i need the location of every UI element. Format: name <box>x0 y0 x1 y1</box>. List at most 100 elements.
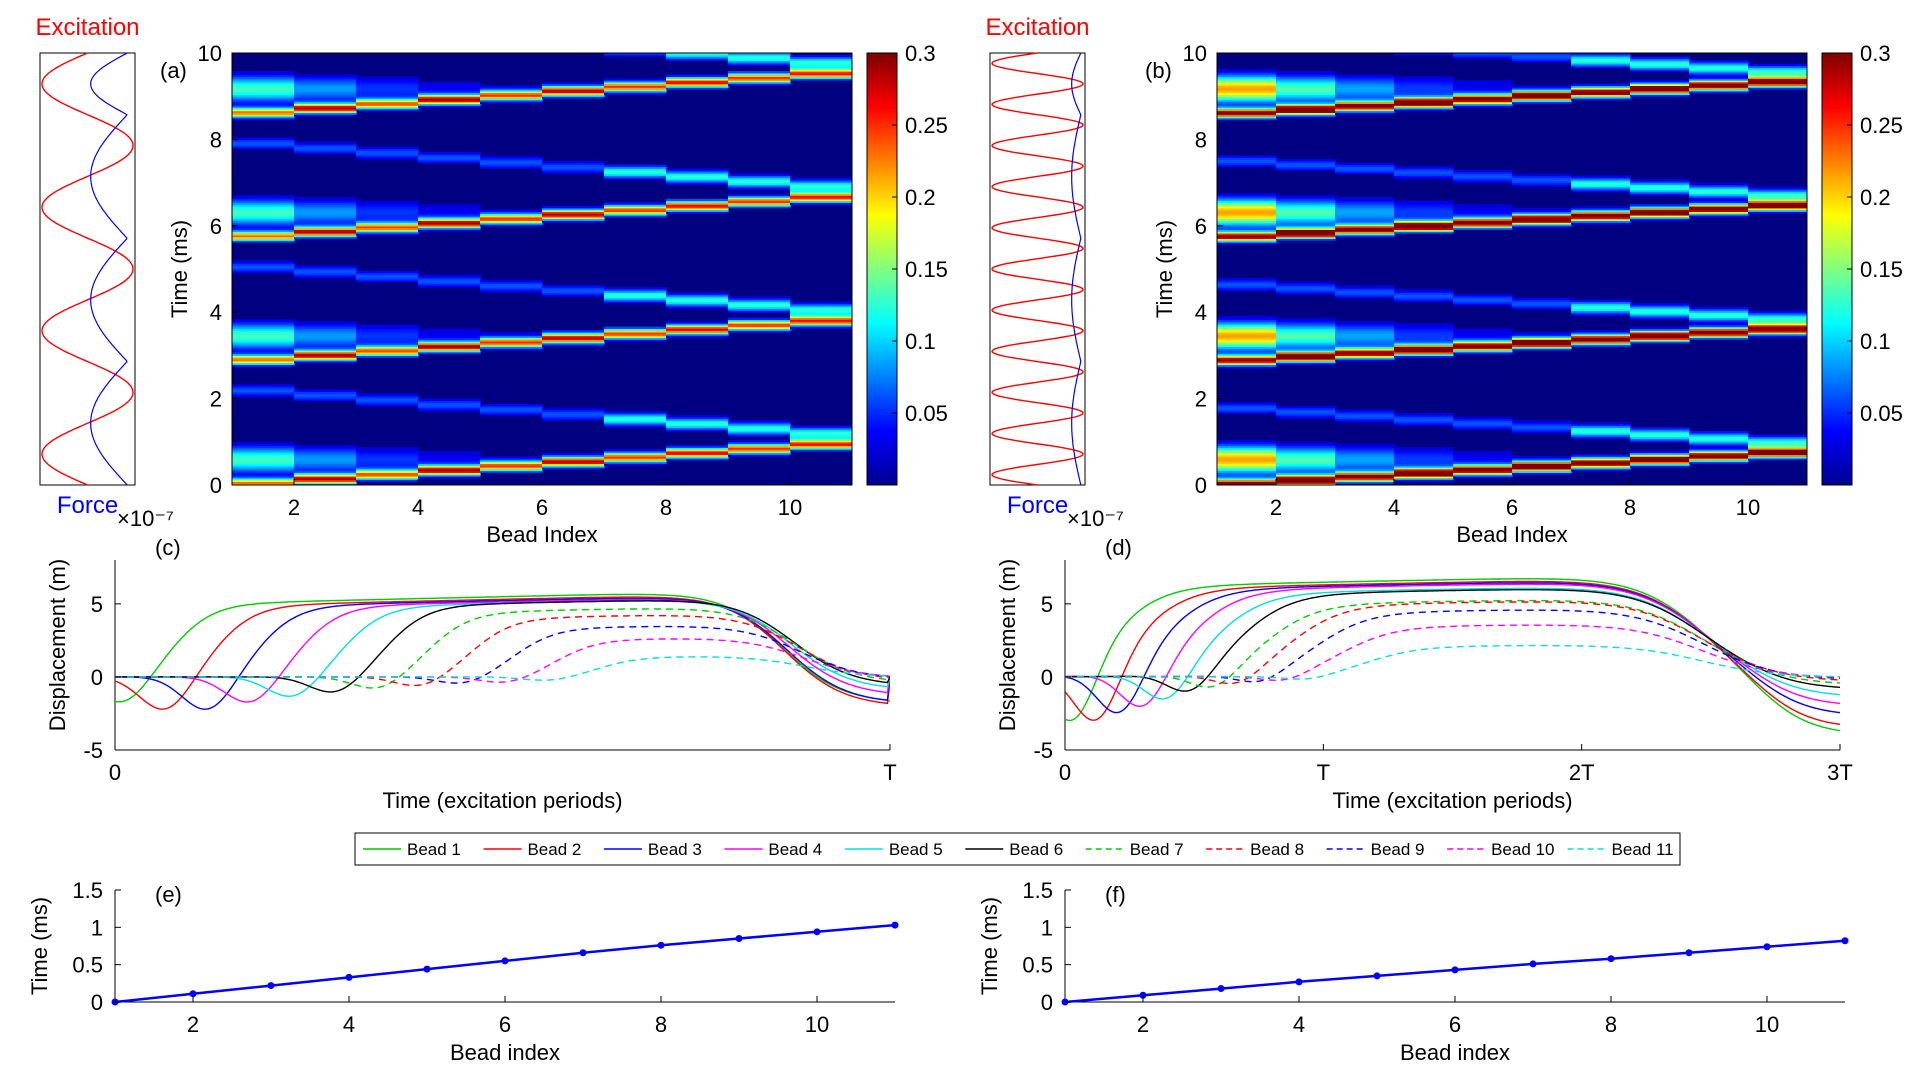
heat-cell <box>666 328 729 331</box>
heat-cell <box>1512 94 1572 97</box>
heat-cell <box>294 350 357 353</box>
heat-cell <box>1453 348 1513 351</box>
heat-cell <box>1335 108 1395 112</box>
y-tick-label: 0 <box>1041 665 1053 690</box>
heat-cell <box>1512 85 1572 88</box>
heat-cell <box>1335 213 1395 216</box>
heat-cell <box>604 287 667 290</box>
heat-cell <box>1276 215 1336 218</box>
heat-cell <box>232 483 295 485</box>
heat-cell <box>356 200 419 203</box>
heat-cell <box>294 265 357 268</box>
heat-cell <box>1453 220 1513 223</box>
heat-cell <box>728 323 791 326</box>
heat-cell <box>232 350 295 353</box>
series-line-bead-7 <box>1065 599 1840 688</box>
heat-cell <box>1630 308 1690 311</box>
heat-cell <box>1689 440 1749 443</box>
legend-entry: Bead 1 <box>363 840 461 859</box>
heat-cell <box>604 164 667 167</box>
heat-cell <box>1394 348 1454 351</box>
heat-cell <box>1276 87 1336 90</box>
heat-cell <box>480 283 543 286</box>
heat-cell <box>232 461 295 464</box>
heat-cell <box>1571 308 1631 311</box>
heat-cell <box>1630 326 1690 329</box>
heat-cell <box>1335 170 1395 173</box>
heat-cell <box>294 348 357 351</box>
heat-cell <box>1453 423 1513 427</box>
heat-cell <box>1276 290 1336 293</box>
heat-cell <box>356 450 419 454</box>
heat-cell <box>1335 454 1395 457</box>
heat-cell <box>1276 159 1336 162</box>
heat-cell <box>1394 175 1454 178</box>
heat-cell <box>1630 454 1690 457</box>
heat-cell <box>1335 467 1395 470</box>
heat-cell <box>790 429 852 432</box>
heat-cell <box>1630 204 1690 207</box>
heat-cell <box>1512 301 1572 304</box>
heat-cell <box>666 58 729 61</box>
heat-cell <box>790 440 852 443</box>
x-tick-label: 4 <box>412 495 424 520</box>
heat-cell <box>542 166 605 169</box>
heat-cell <box>232 94 295 97</box>
heat-cell <box>232 96 295 99</box>
heat-cell <box>604 53 667 56</box>
heat-cell <box>728 296 791 299</box>
heat-cell <box>1453 54 1513 58</box>
heat-cell <box>232 387 295 391</box>
legend: Bead 1 Bead 2 Bead 3 Bead 4 Bead 5 Bead 6 Bead… <box>354 832 1681 866</box>
heat-cell <box>1394 171 1454 175</box>
x-tick-label: 10 <box>1736 495 1760 520</box>
heat-cell <box>1453 461 1513 464</box>
heat-cell <box>1394 423 1454 427</box>
heat-cell <box>356 461 419 464</box>
heat-cell <box>1276 72 1336 76</box>
heat-cell <box>356 213 419 216</box>
heat-cell <box>232 443 295 446</box>
heat-cell <box>1394 229 1454 232</box>
heat-cell <box>1748 204 1807 207</box>
heat-cell <box>1335 229 1395 232</box>
heat-cell <box>542 416 605 419</box>
heat-cell <box>1335 222 1395 225</box>
heat-cell <box>604 290 667 293</box>
heat-cell <box>294 99 357 103</box>
heat-cell <box>1630 62 1690 65</box>
heat-cell <box>1453 173 1513 176</box>
heat-cell <box>666 416 729 419</box>
heat-cell <box>1394 452 1454 455</box>
heat-cell <box>232 90 295 94</box>
heat-cell <box>1453 105 1513 108</box>
heat-cell <box>1276 283 1336 286</box>
heat-cell <box>1689 209 1749 212</box>
heat-cell <box>666 182 729 185</box>
heat-cell <box>1276 76 1336 79</box>
series-line-bead-1 <box>115 593 890 703</box>
heat-cell <box>232 341 295 344</box>
heat-cell <box>356 458 419 461</box>
heat-cell <box>418 155 481 158</box>
heat-cell <box>356 216 419 220</box>
heat-cell <box>356 333 419 337</box>
heat-cell <box>1276 107 1336 110</box>
heat-cell <box>666 445 729 448</box>
heat-cell <box>1571 431 1631 434</box>
heat-cell <box>1394 470 1454 473</box>
heat-cell <box>542 332 605 335</box>
heat-cell <box>1394 222 1454 225</box>
heat-cell <box>1335 333 1395 337</box>
heat-cell <box>790 317 852 320</box>
heat-cell <box>1217 353 1277 356</box>
heat-cell <box>1748 335 1807 338</box>
heat-cell <box>356 350 419 353</box>
heat-cell <box>1394 341 1454 344</box>
heat-cell <box>1394 459 1454 463</box>
heat-cell <box>1394 94 1454 97</box>
heat-cell <box>1394 416 1454 419</box>
heat-cell <box>232 328 295 331</box>
heat-cell <box>728 299 791 302</box>
heat-cell <box>1276 285 1336 288</box>
